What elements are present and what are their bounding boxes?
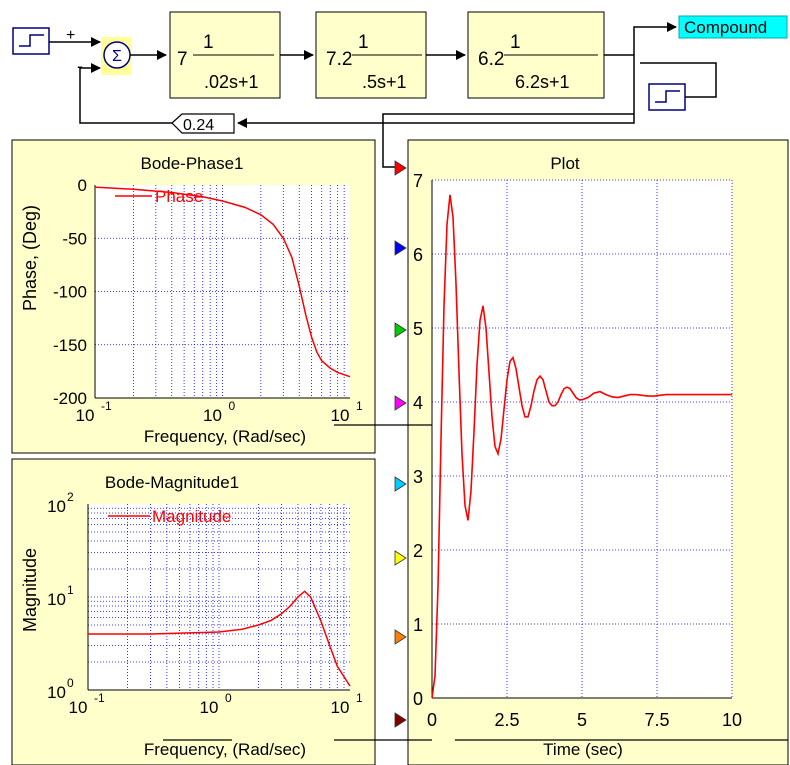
magnitude-trace: [88, 590, 351, 687]
input-port-icon[interactable]: [394, 712, 407, 728]
minus-sign: -: [77, 56, 83, 76]
phase-y-tick-label: -100: [53, 283, 87, 302]
plus-sign: +: [66, 27, 75, 44]
block-2-numerator: 1: [358, 32, 369, 53]
time-x-axis-label: Time (sec): [543, 740, 623, 759]
transfer-block-1[interactable]: 7 1 .02s+1: [169, 11, 281, 99]
magnitude-y-tick-exponent: 0: [67, 676, 74, 690]
input-port-icon[interactable]: [394, 160, 407, 176]
block-3-denominator: 6.2s+1: [515, 72, 570, 92]
step-input-block-2[interactable]: [648, 83, 686, 111]
time-y-tick-label: 3: [413, 467, 423, 487]
time-y-tick-label: 2: [413, 541, 423, 561]
magnitude-legend-label: Magnitude: [152, 507, 231, 526]
block-2-denominator: .5s+1: [362, 72, 407, 92]
phase-y-tick-label: 0: [78, 176, 87, 195]
magnitude-y-tick-exponent: 2: [67, 490, 74, 504]
block-2-gain: 7.2: [326, 49, 352, 70]
magnitude-x-tick-label: 10: [69, 698, 88, 717]
compound-line: [633, 22, 677, 55]
phase-legend-label: Phase: [155, 187, 203, 206]
time-x-tick-label: 0: [427, 710, 437, 730]
time-y-tick-label: 1: [413, 615, 423, 635]
phase-x-tick-label: 10: [76, 406, 95, 425]
summing-junction[interactable]: Σ: [101, 37, 131, 75]
input-port-icon[interactable]: [394, 395, 407, 411]
time-y-tick-label: 0: [413, 689, 423, 709]
input-port-icon[interactable]: [394, 240, 407, 256]
phase-y-tick-label: -150: [53, 336, 87, 355]
magnitude-y-tick-label: 10: [47, 590, 66, 609]
time-plot-panel[interactable]: Plot 0 1 2 3 4 5 6 7 0 2.5 5 7.5 10 Time (sec): [407, 139, 789, 765]
time-x-tick-label: 5: [577, 710, 587, 730]
time-plot-area: 0 1 2 3 4 5 6 7 0 2.5 5 7.5 10: [413, 171, 742, 730]
block-1-denominator: .02s+1: [204, 72, 259, 92]
feedback-return-line: [79, 63, 172, 124]
transfer-block-3[interactable]: 6.2 1 6.2s+1: [467, 11, 605, 99]
magnitude-x-tick-label: 10: [200, 698, 219, 717]
input-port-icon[interactable]: [394, 322, 407, 338]
feedback-gain-block[interactable]: 0.24: [171, 113, 235, 134]
magnitude-x-tick-exponent: 0: [225, 691, 232, 705]
magnitude-x-axis-label: Frequency, (Rad/sec): [144, 740, 306, 759]
input-port-icon[interactable]: [394, 629, 407, 645]
phase-plot-title: Bode-Phase1: [140, 154, 243, 173]
feedback-line: [237, 54, 635, 128]
feedback-gain-value: 0.24: [183, 117, 214, 134]
magnitude-y-tick-exponent: 1: [67, 583, 74, 597]
magnitude-y-tick-label: 10: [47, 497, 66, 516]
transfer-block-2[interactable]: 7.2 1 .5s+1: [315, 11, 427, 99]
phase-x-tick-exponent: 0: [229, 399, 236, 413]
compound-output[interactable]: Compound: [678, 15, 788, 39]
phase-trace: [94, 186, 351, 378]
time-y-tick-label: 7: [413, 171, 423, 191]
plot-input-line: [382, 113, 634, 168]
time-y-tick-label: 5: [413, 319, 423, 339]
block-3-numerator: 1: [510, 32, 521, 53]
magnitude-y-tick-label: 10: [47, 683, 66, 702]
magnitude-x-tick-exponent: -1: [94, 691, 105, 705]
magnitude-x-tick-label: 10: [331, 698, 350, 717]
block-1-numerator: 1: [203, 32, 214, 53]
step-input-block[interactable]: [12, 27, 50, 55]
input-port-icon[interactable]: [394, 550, 407, 566]
phase-x-axis-label: Frequency, (Rad/sec): [144, 427, 306, 446]
step-response-trace: [431, 194, 732, 699]
phase-y-tick-label: -50: [62, 229, 87, 248]
time-x-tick-label: 10: [722, 710, 742, 730]
magnitude-plot-title: Bode-Magnitude1: [105, 473, 239, 492]
input-port-icon[interactable]: [394, 476, 407, 492]
time-y-tick-label: 4: [413, 393, 423, 413]
block-1-gain: 7: [177, 49, 188, 70]
phase-x-tick-label: 10: [331, 406, 350, 425]
magnitude-x-tick-exponent: 1: [356, 691, 363, 705]
compound-label: Compound: [684, 18, 767, 37]
time-y-tick-label: 6: [413, 245, 423, 265]
input-ports: [394, 160, 407, 728]
phase-y-axis-label: Phase, (Deg): [20, 205, 40, 311]
phase-x-tick-exponent: -1: [101, 399, 112, 413]
step-2-wire: [640, 62, 717, 98]
magnitude-y-axis-label: Magnitude: [20, 548, 40, 632]
phase-x-tick-exponent: 1: [356, 399, 363, 413]
phase-y-tick-label: -200: [53, 389, 87, 408]
phase-x-tick-label: 10: [203, 406, 222, 425]
time-x-tick-label: 2.5: [494, 710, 519, 730]
time-x-tick-label: 7.5: [644, 710, 669, 730]
block-3-gain: 6.2: [478, 49, 504, 70]
time-plot-title: Plot: [550, 154, 580, 173]
sum-symbol: Σ: [112, 48, 122, 65]
